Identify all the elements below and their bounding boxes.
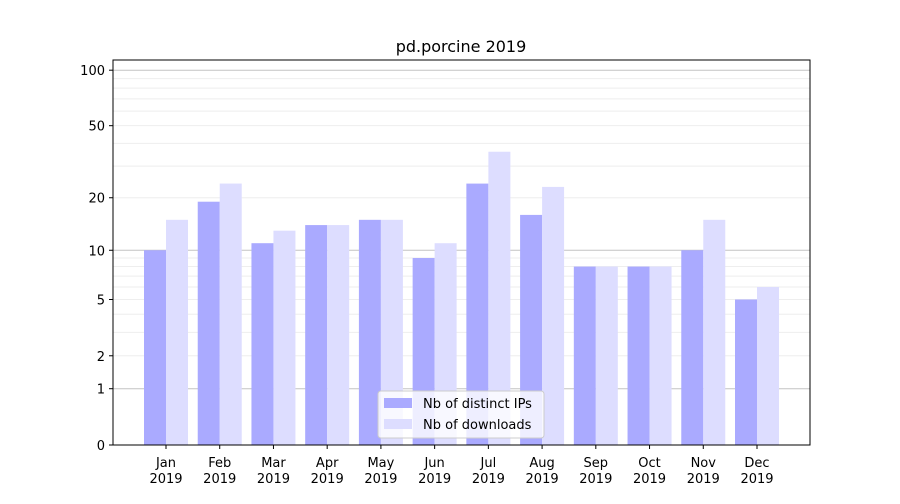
- bar-downloads: [380, 219, 403, 445]
- legend: Nb of distinct IPs Nb of downloads: [377, 390, 545, 439]
- bar-distinct-ips: [573, 266, 596, 445]
- bar-downloads: [757, 286, 779, 445]
- y-tick-label: 10: [88, 244, 105, 259]
- legend-label: Nb of downloads: [423, 418, 532, 433]
- bar-distinct-ips: [305, 225, 328, 445]
- y-tick-label: 0: [97, 439, 105, 454]
- bar-downloads: [703, 219, 726, 445]
- x-tick-label: Apr 2019: [311, 456, 344, 487]
- plot-frame: [112, 59, 811, 446]
- y-tick-label: 100: [80, 64, 105, 79]
- y-tick-label: 5: [97, 293, 105, 308]
- bar-distinct-ips: [358, 219, 381, 445]
- x-tick-label: Sep 2019: [579, 456, 612, 487]
- bar-distinct-ips: [251, 243, 274, 445]
- bar-distinct-ips: [627, 266, 650, 445]
- y-tick-label: 20: [88, 192, 105, 207]
- bar-distinct-ips: [144, 250, 166, 445]
- y-tick-label: 1: [97, 383, 105, 398]
- legend-label: Nb of distinct IPs: [423, 397, 532, 412]
- chart-title: pd.porcine 2019: [396, 37, 527, 56]
- x-tick-label: Jan 2019: [149, 456, 182, 487]
- y-tick-label: 2: [97, 350, 105, 365]
- bar-downloads: [219, 183, 242, 446]
- bar-downloads: [488, 151, 511, 445]
- bar-distinct-ips: [735, 299, 757, 445]
- bar-downloads: [649, 266, 672, 445]
- x-tick-label: Nov 2019: [687, 456, 720, 487]
- bar-distinct-ips: [520, 214, 543, 445]
- bar-downloads: [166, 219, 188, 445]
- bar-downloads: [327, 225, 350, 445]
- x-tick-label: Dec 2019: [740, 456, 773, 487]
- x-tick-label: Feb 2019: [203, 456, 236, 487]
- x-tick-label: Jun 2019: [418, 456, 451, 487]
- x-tick-label: Aug 2019: [526, 456, 559, 487]
- bar-distinct-ips: [197, 201, 220, 445]
- bar-distinct-ips: [466, 183, 489, 446]
- legend-box: [377, 390, 545, 439]
- y-tick-label: 50: [88, 120, 105, 135]
- x-tick-label: Jul 2019: [472, 456, 505, 487]
- legend-swatch: [384, 419, 412, 429]
- x-tick-label: Oct 2019: [633, 456, 666, 487]
- bar-downloads: [273, 230, 296, 445]
- bar-downloads: [595, 266, 618, 445]
- x-tick-label: May 2019: [364, 456, 397, 487]
- legend-swatch: [384, 398, 412, 408]
- bar-distinct-ips: [681, 250, 704, 445]
- bar-downloads: [542, 186, 565, 445]
- x-tick-label: Mar 2019: [257, 456, 290, 487]
